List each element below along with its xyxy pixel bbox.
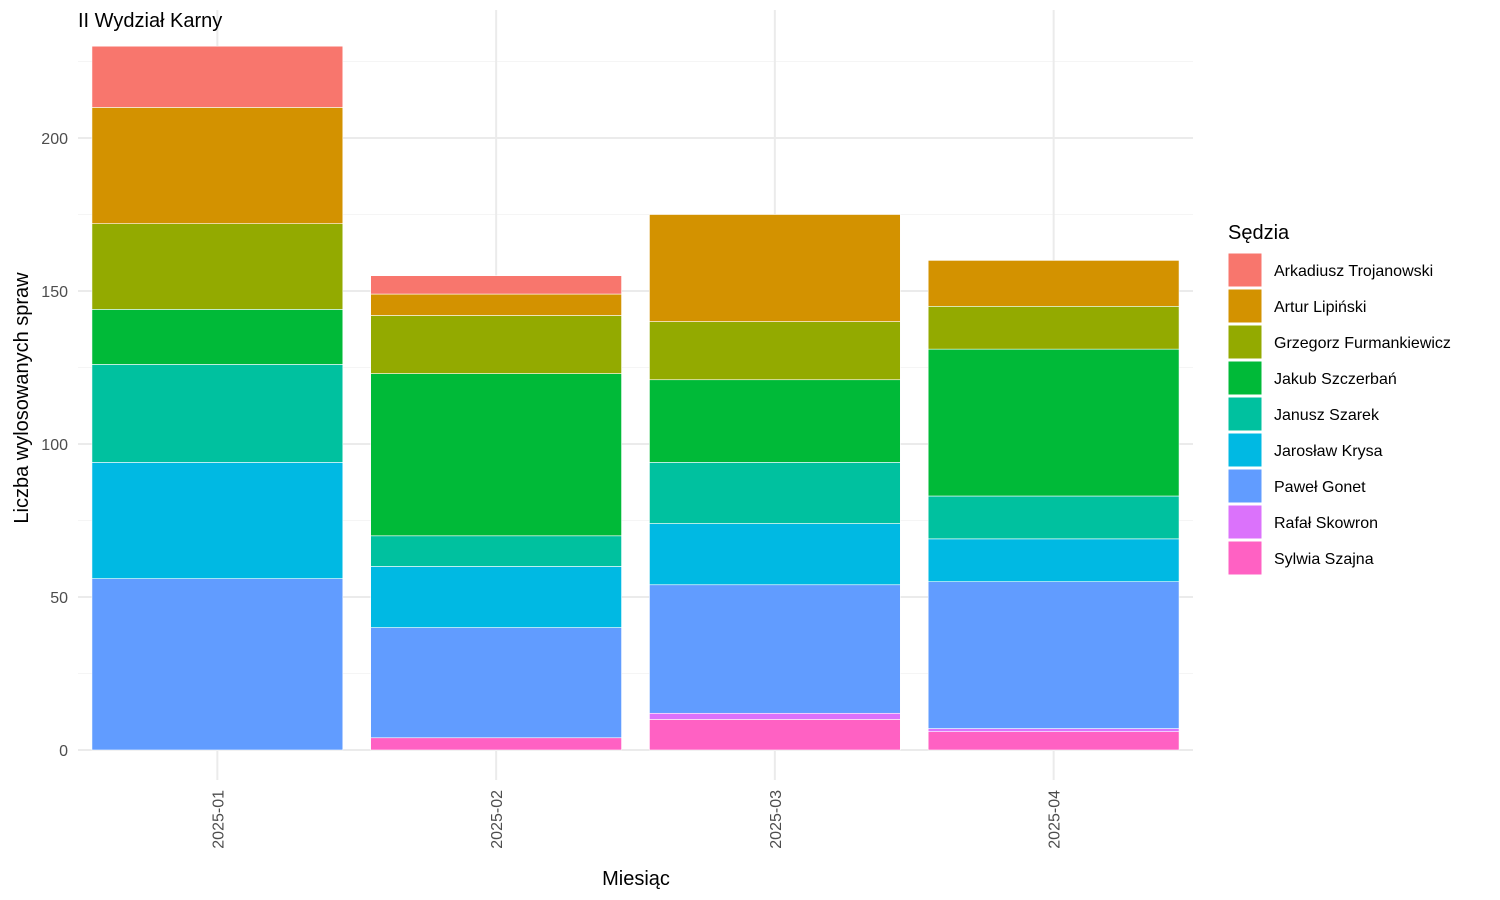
bar-segment: [649, 379, 901, 463]
x-axis-ticks: 2025-01 2025-02 2025-03 2025-04: [210, 790, 1063, 849]
bar-segment: [649, 712, 901, 720]
bar-segment: [370, 737, 622, 751]
y-axis-title: Liczba wylosowanych spraw: [11, 272, 33, 524]
legend-swatch: [1227, 540, 1263, 576]
bar-segment: [927, 731, 1180, 751]
bar-segment: [927, 260, 1180, 307]
legend-swatch: [1227, 360, 1263, 396]
bar-segment: [649, 321, 901, 381]
bar-segment: [927, 305, 1180, 350]
legend: Sędzia Arkadiusz Trojanowski Artur Lipińs…: [1227, 222, 1451, 576]
bar-segment: [649, 719, 901, 751]
bar-segment: [91, 223, 344, 310]
legend-label: Janusz Szarek: [1274, 407, 1380, 424]
x-tick-label: 2025-04: [1047, 790, 1064, 849]
bar-segment: [370, 627, 622, 739]
legend-label: Grzegorz Furmankiewicz: [1274, 335, 1451, 352]
legend-swatch: [1227, 396, 1263, 432]
legend-swatch: [1227, 504, 1263, 540]
bar-segment: [927, 348, 1180, 497]
bar-segment: [649, 523, 901, 586]
bar-segment: [927, 538, 1180, 582]
y-tick-label: 0: [59, 743, 68, 760]
x-tick-label: 2025-03: [768, 790, 785, 849]
legend-label: Sylwia Szajna: [1274, 551, 1374, 568]
y-tick-label: 50: [50, 590, 68, 607]
legend-label: Jarosław Krysa: [1274, 443, 1383, 460]
bar-segment: [649, 584, 901, 714]
y-axis-ticks: 0 50 100 150 200: [41, 131, 68, 760]
x-tick-label: 2025-01: [210, 790, 227, 849]
bar-segment: [370, 566, 622, 628]
bar-segment: [649, 462, 901, 524]
legend-swatch: [1227, 324, 1263, 360]
legend-label: Paweł Gonet: [1274, 479, 1366, 496]
legend-label: Artur Lipiński: [1274, 299, 1366, 316]
bar-segment: [91, 462, 344, 579]
bar-segment: [91, 309, 344, 365]
legend-label: Arkadiusz Trojanowski: [1274, 263, 1433, 280]
bar-segment: [927, 581, 1180, 729]
bar-segment: [370, 535, 622, 567]
bar-segment: [91, 364, 344, 463]
legend-title: Sędzia: [1228, 222, 1290, 244]
bar-segment: [370, 293, 622, 316]
legend-swatch: [1227, 252, 1263, 288]
legend-label: Jakub Szczerbań: [1274, 371, 1397, 388]
legend-swatch: [1227, 288, 1263, 324]
bar-segment: [649, 214, 901, 322]
legend-swatch: [1227, 468, 1263, 504]
bar-segment: [370, 275, 622, 295]
legend-swatch: [1227, 432, 1263, 468]
legend-label: Rafał Skowron: [1274, 515, 1378, 532]
y-tick-label: 150: [41, 284, 68, 301]
bar-segment: [91, 107, 344, 224]
y-tick-label: 100: [41, 437, 68, 454]
bar-segment: [927, 728, 1180, 732]
bars: [91, 45, 1180, 751]
bar-segment: [91, 45, 344, 108]
bar-segment: [370, 373, 622, 537]
y-tick-label: 200: [41, 131, 68, 148]
chart-title: II Wydział Karny: [78, 10, 222, 32]
x-tick-label: 2025-02: [489, 790, 506, 849]
bar-segment: [927, 495, 1180, 540]
bar-segment: [91, 578, 344, 751]
bar-segment: [370, 315, 622, 374]
x-axis-title: Miesiąc: [602, 868, 670, 890]
